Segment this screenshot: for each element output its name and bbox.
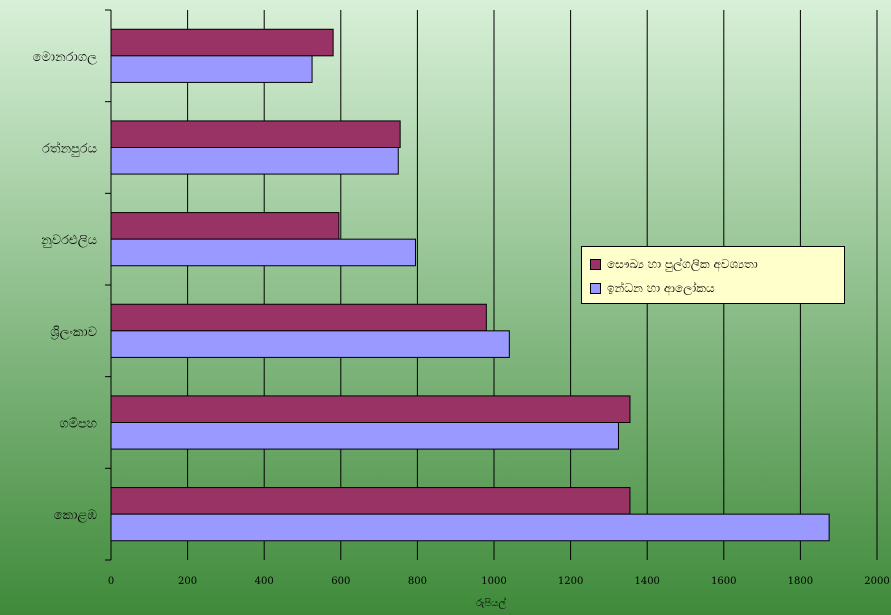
legend-label-series-2: ඉන්ධන හා ආලෝකය [607,280,715,295]
legend-item-series-1: සෞඛ්‍ය හා පුල්ගලික අවශ්‍යතා [590,256,758,272]
bar-series-1-5 [110,487,631,515]
x-tick-labels: 0 200 400 600 800 1000 1200 1400 1600 1800 2000 [108,576,890,587]
x-axis-title: රුපියල් [476,596,506,609]
legend-swatch-series-2 [590,282,601,294]
legend-item-series-2: ඉන්ධන හා ආලෝකය [590,280,715,296]
category-label-5: කොළඹ [54,508,98,523]
category-labels: මොනරාගල රත්නපුරය නුවරඑලිය ශ්‍රිලංකාව ගම්පහ කො… [33,50,98,523]
category-label-4: ගම්පහ [59,417,97,432]
bar-series-1-4 [110,395,631,423]
bar-series-2-2 [110,238,416,267]
bar-series-2-1 [110,147,399,175]
bar-series-2-3 [110,330,510,358]
x-tick-label-800: 800 [408,576,427,587]
bar-series-1-3 [110,303,487,332]
bar-series-2-4 [110,422,619,450]
bar-series-1-2 [110,212,340,240]
bar-series-1-1 [110,120,401,148]
category-label-2: නුවරඑලිය [41,233,97,248]
x-tick-label-1000: 1000 [481,576,506,587]
x-tick-label-200: 200 [178,576,197,587]
x-tick-label-400: 400 [255,576,274,587]
x-tick-label-1800: 1800 [788,576,813,587]
legend-swatch-series-1 [590,258,601,270]
category-label-0: මොනරාගල [33,50,97,65]
x-tick-label-1400: 1400 [634,576,659,587]
legend-label-series-1: සෞඛ්‍ය හා පුල්ගලික අවශ්‍යතා [607,256,758,271]
x-tick-label-2000: 2000 [864,576,889,587]
axes [105,9,112,561]
x-tick-label-0: 0 [108,576,114,587]
category-label-1: රත්නපුරය [42,140,97,156]
bar-series-2-5 [110,513,830,542]
x-tick-label-600: 600 [331,576,350,587]
bar-series-1-0 [110,28,334,57]
x-tick-label-1200: 1200 [558,576,583,587]
category-label-3: ශ්‍රිලංකාව [50,325,97,340]
bars [110,28,830,542]
x-tick-label-1600: 1600 [711,576,736,587]
gridlines [187,10,878,560]
legend: සෞඛ්‍ය හා පුල්ගලික අවශ්‍යතා ඉන්ධන හා ආලෝ… [581,246,845,304]
bar-series-2-0 [110,55,313,83]
